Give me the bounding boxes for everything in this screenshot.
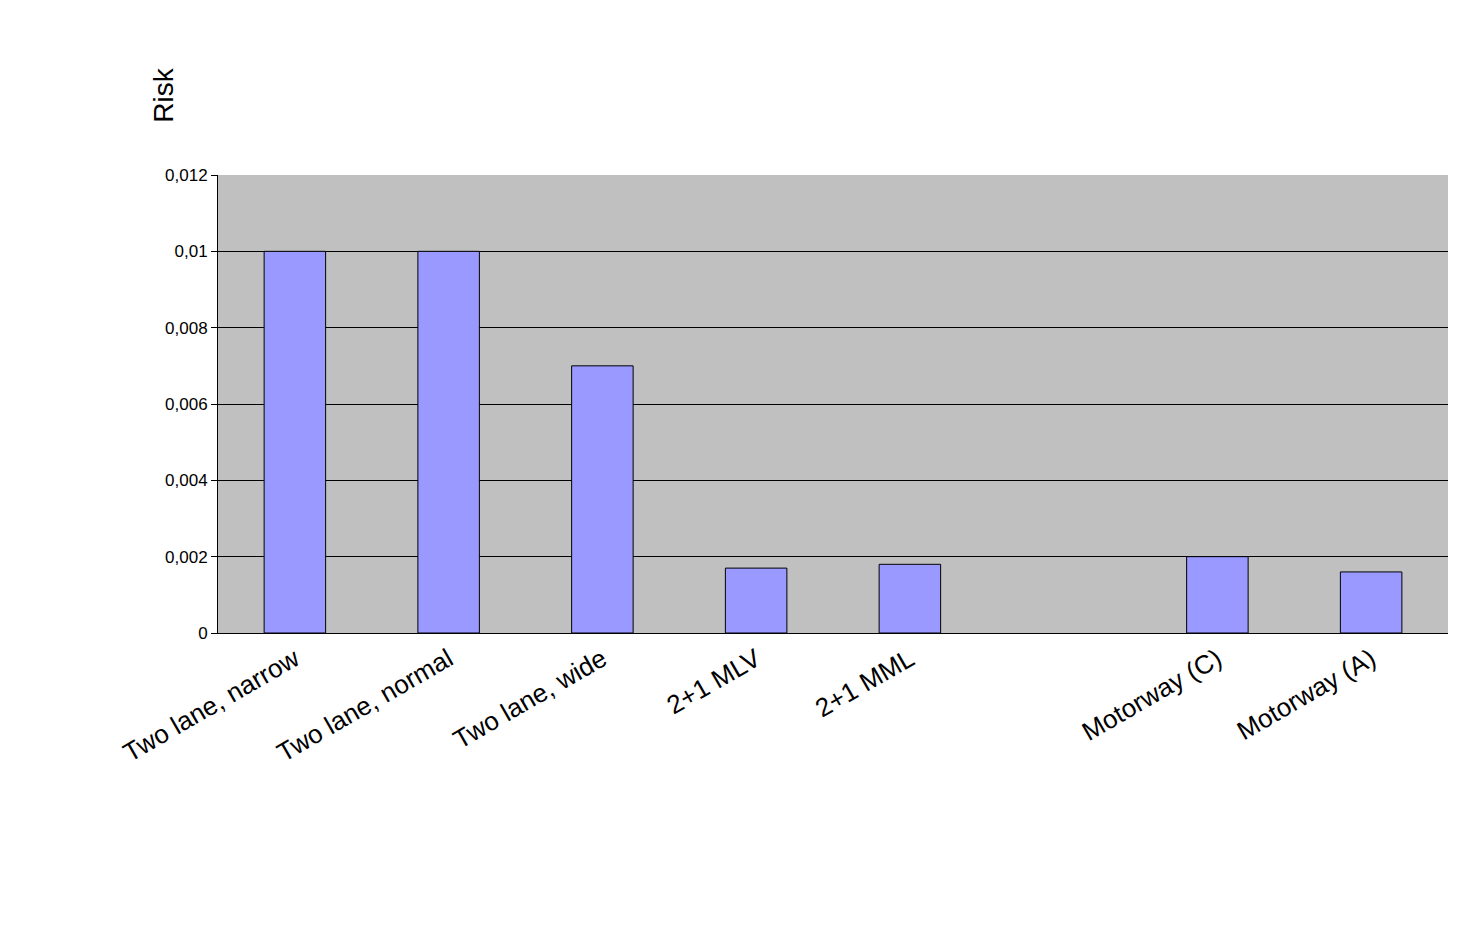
svg-text:0,002: 0,002 [165, 548, 208, 567]
svg-text:0,01: 0,01 [175, 242, 208, 261]
svg-text:0,004: 0,004 [165, 471, 208, 490]
svg-text:Motorway (C): Motorway (C) [1077, 643, 1227, 747]
svg-text:Two lane, narrow: Two lane, narrow [118, 643, 305, 768]
svg-text:2+1 MML: 2+1 MML [810, 643, 919, 724]
svg-text:Two lane, normal: Two lane, normal [272, 643, 458, 768]
svg-text:Risk: Risk [148, 67, 179, 122]
svg-text:Motorway (A): Motorway (A) [1232, 643, 1381, 746]
svg-text:0,006: 0,006 [165, 395, 208, 414]
svg-text:0,008: 0,008 [165, 319, 208, 338]
svg-text:2+1 MLV: 2+1 MLV [662, 642, 767, 720]
svg-text:Two lane, wide: Two lane, wide [448, 643, 612, 755]
svg-text:0: 0 [198, 624, 207, 643]
svg-text:0,012: 0,012 [165, 166, 208, 185]
